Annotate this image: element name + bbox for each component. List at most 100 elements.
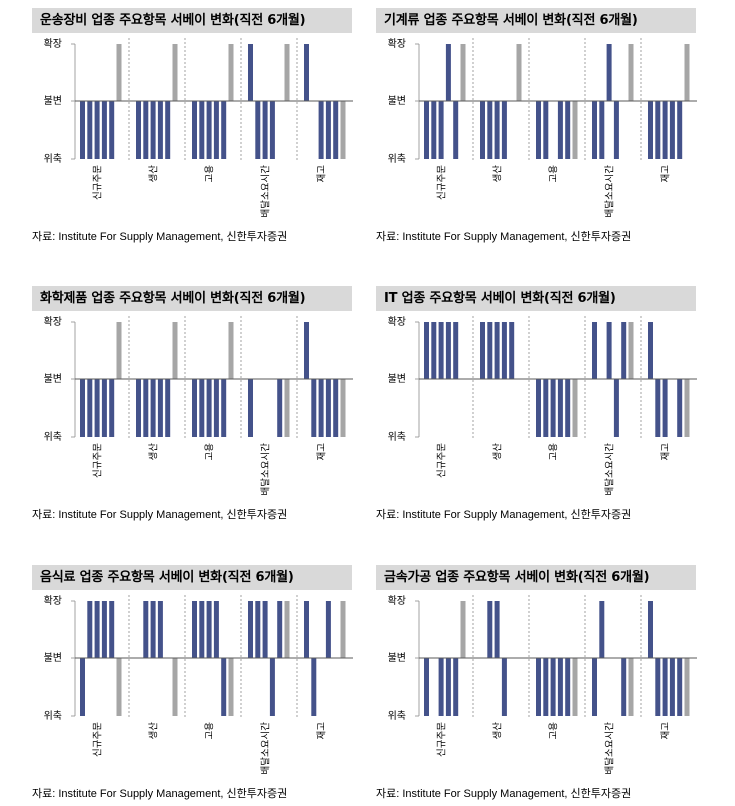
bar	[248, 44, 253, 101]
bar	[325, 379, 331, 437]
bar	[192, 379, 197, 437]
chart-title: 운송장비 업종 주요항목 서베이 변화(직전 6개월)	[32, 8, 352, 33]
category-label: 신규주문	[92, 165, 103, 200]
bar	[662, 379, 668, 437]
category-label: 배달소요시간	[259, 165, 271, 218]
category-label: 배달소요시간	[259, 722, 271, 775]
bar	[648, 322, 653, 379]
bar	[487, 322, 493, 379]
category-label: 배달소요시간	[603, 443, 615, 496]
bar	[572, 658, 578, 716]
y-tick-label: 위축	[388, 152, 406, 165]
bar	[221, 379, 227, 437]
chart-panel-food-beverage: 음식료 업종 주요항목 서베이 변화(직전 6개월) 확장 불변 위축 신규주문 생산 고…	[30, 563, 355, 803]
bar	[662, 101, 668, 159]
bar	[277, 379, 283, 437]
bar	[550, 658, 556, 716]
bar	[248, 601, 253, 658]
category-label: 재고	[660, 443, 671, 461]
category-label: 재고	[660, 165, 671, 183]
source-note: 자료: Institute For Supply Management, 신한투…	[32, 231, 288, 243]
bar	[536, 379, 541, 437]
bar	[453, 101, 459, 159]
bar	[557, 101, 563, 159]
bar	[453, 658, 459, 716]
y-tick-label: 불변	[44, 95, 62, 107]
bar	[501, 101, 507, 159]
bar	[445, 658, 451, 716]
category-label: 고용	[548, 165, 559, 183]
bar	[199, 601, 205, 658]
category-label: 생산	[148, 165, 159, 183]
bar	[172, 44, 178, 101]
bar	[655, 101, 661, 159]
bar	[116, 322, 122, 379]
chart-title: 기계류 업종 주요항목 서베이 변화(직전 6개월)	[376, 8, 696, 33]
bar	[206, 379, 212, 437]
bar	[684, 379, 690, 437]
y-tick-label: 위축	[388, 430, 406, 443]
bar	[157, 379, 163, 437]
bar	[165, 101, 171, 159]
bar	[269, 658, 275, 716]
bar	[199, 101, 205, 159]
bar	[94, 101, 100, 159]
category-label: 고용	[204, 443, 215, 461]
chart-title: 음식료 업종 주요항목 서베이 변화(직전 6개월)	[32, 565, 352, 590]
bar	[172, 658, 178, 716]
y-tick-label: 확장	[44, 316, 62, 328]
category-label: 신규주문	[436, 722, 447, 757]
chart-panel-fabricated-metal: 금속가공 업종 주요항목 서베이 변화(직전 6개월) 확장 불변 위축 신규주문 생산…	[374, 563, 699, 803]
bar	[192, 101, 197, 159]
y-tick-label: 불변	[44, 652, 62, 664]
bar	[101, 101, 107, 159]
y-tick-label: 불변	[388, 95, 406, 107]
bar	[109, 379, 115, 437]
bar	[677, 658, 683, 716]
bar	[424, 101, 429, 159]
bar	[304, 601, 309, 658]
bar	[460, 44, 466, 101]
bar	[501, 658, 507, 716]
category-label: 재고	[316, 165, 327, 183]
bar	[621, 322, 627, 379]
bar	[150, 601, 156, 658]
y-tick-label: 불변	[44, 373, 62, 385]
bar	[284, 44, 290, 101]
bar	[494, 101, 500, 159]
bar	[572, 379, 578, 437]
category-label: 신규주문	[436, 165, 447, 200]
bar	[109, 601, 115, 658]
bar	[192, 601, 197, 658]
bar	[143, 379, 149, 437]
chart-panel-it: IT 업종 주요항목 서베이 변화(직전 6개월) 확장 불변 위축 신규주문 생산 고용…	[374, 284, 699, 524]
category-label: 생산	[492, 165, 503, 183]
bar	[255, 601, 261, 658]
bar	[606, 322, 612, 379]
bar	[592, 322, 597, 379]
bar	[213, 601, 219, 658]
bar	[487, 601, 493, 658]
category-label: 생산	[492, 443, 503, 461]
source-note: 자료: Institute For Supply Management, 신한투…	[376, 509, 632, 521]
chart-title: 금속가공 업종 주요항목 서베이 변화(직전 6개월)	[376, 565, 696, 590]
chart-panel-transport-equipment: 운송장비 업종 주요항목 서베이 변화(직전 6개월) 확장 불변 위축 신규주문 생산…	[30, 6, 355, 246]
bar	[453, 322, 459, 379]
bar	[480, 101, 485, 159]
bar	[424, 658, 429, 716]
bar	[221, 658, 227, 716]
bar	[277, 601, 283, 658]
bar	[80, 379, 85, 437]
bar	[269, 101, 275, 159]
bar	[669, 658, 675, 716]
bar	[543, 658, 549, 716]
bar	[172, 322, 178, 379]
bar	[669, 101, 675, 159]
y-tick-label: 확장	[388, 38, 406, 50]
category-label: 배달소요시간	[259, 443, 271, 496]
bar	[431, 322, 437, 379]
bar	[445, 44, 451, 101]
